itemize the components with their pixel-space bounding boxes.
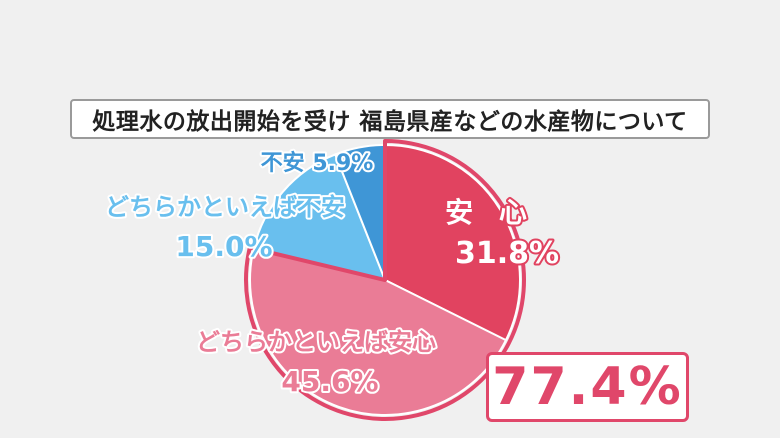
label-dochira-anshin: どちらかといえば安心	[196, 328, 436, 356]
slice-dochira-fuan	[252, 153, 387, 282]
value-dochira-anshin: 45.6%	[281, 365, 378, 398]
anshin-total-callout: 77.4%	[486, 352, 689, 422]
chart-title: 処理水の放出開始を受け 福島県産などの水産物について	[70, 99, 710, 139]
anshin-group-outline	[244, 139, 526, 421]
value-dochira-fuan: 15.0%	[175, 230, 272, 263]
label-anshin: 安 心	[445, 196, 535, 229]
slice-dochira-anshin	[249, 247, 508, 416]
label-fuan: 不安 5.9%	[261, 150, 374, 176]
label-dochira-fuan: どちらかといえば不安	[105, 193, 345, 221]
slice-anshin	[384, 143, 521, 342]
value-anshin: 31.8%	[455, 236, 559, 271]
